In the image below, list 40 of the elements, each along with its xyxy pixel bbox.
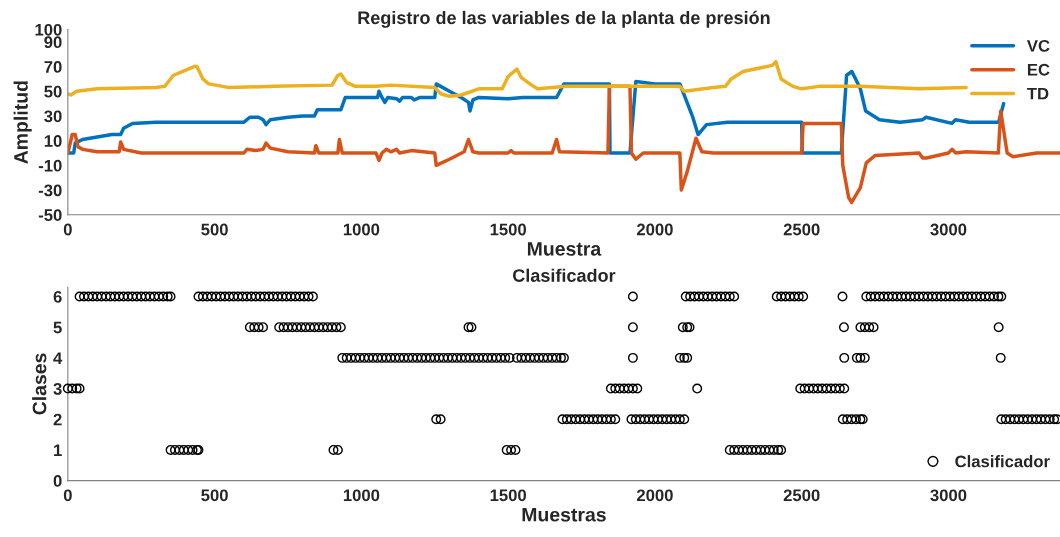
y-tick-label: 70 <box>44 60 62 73</box>
y-tick-label: 90 <box>44 36 62 49</box>
x-tick-label: 1000 <box>343 223 380 236</box>
y-tick-label: 3 <box>53 382 62 395</box>
legend-label: EC <box>1027 63 1050 76</box>
x-tick-label: 1500 <box>490 223 526 236</box>
legend-label: TD <box>1027 87 1049 100</box>
x-tick-label: 2000 <box>636 223 673 236</box>
x-tick-label: 0 <box>63 223 72 236</box>
y-tick-label: -50 <box>38 209 62 221</box>
y-axis-title: Clases <box>32 353 47 415</box>
chart-title: Clasificador <box>512 268 616 282</box>
y-tick-label: 50 <box>44 85 62 98</box>
x-axis-title: Muestras <box>522 507 606 522</box>
chart-title: Registro de las variables de la planta de presión <box>358 10 770 28</box>
legend-label: Clasificador <box>955 455 1050 468</box>
y-tick-label: -30 <box>38 184 62 197</box>
x-axis-title: Muestra <box>527 242 602 256</box>
x-tick-label: 2000 <box>636 489 673 502</box>
x-tick-label: 3000 <box>930 489 967 502</box>
y-tick-label: 5 <box>53 321 62 334</box>
y-tick-label: 30 <box>44 110 62 123</box>
y-tick-label: 100 <box>35 23 62 36</box>
y-tick-label: 4 <box>53 352 63 364</box>
x-tick-label: 2500 <box>783 489 820 502</box>
legend-label: VC <box>1026 39 1050 52</box>
x-tick-label: 1000 <box>343 489 380 502</box>
y-axis-title: Amplitud <box>13 81 32 164</box>
x-tick-label: 3000 <box>930 223 967 236</box>
x-tick-label: 500 <box>201 489 228 502</box>
y-tick-label: 10 <box>44 135 62 147</box>
y-tick-label: 0 <box>53 475 62 487</box>
x-tick-label: 1500 <box>490 489 526 502</box>
y-tick-label: 2 <box>53 413 62 426</box>
x-tick-label: 2500 <box>783 223 820 236</box>
x-tick-label: 500 <box>201 223 228 236</box>
x-tick-label: 0 <box>63 489 72 502</box>
y-tick-label: 6 <box>53 290 62 303</box>
y-tick-label: -10 <box>38 159 62 172</box>
y-tick-label: 1 <box>54 444 62 456</box>
